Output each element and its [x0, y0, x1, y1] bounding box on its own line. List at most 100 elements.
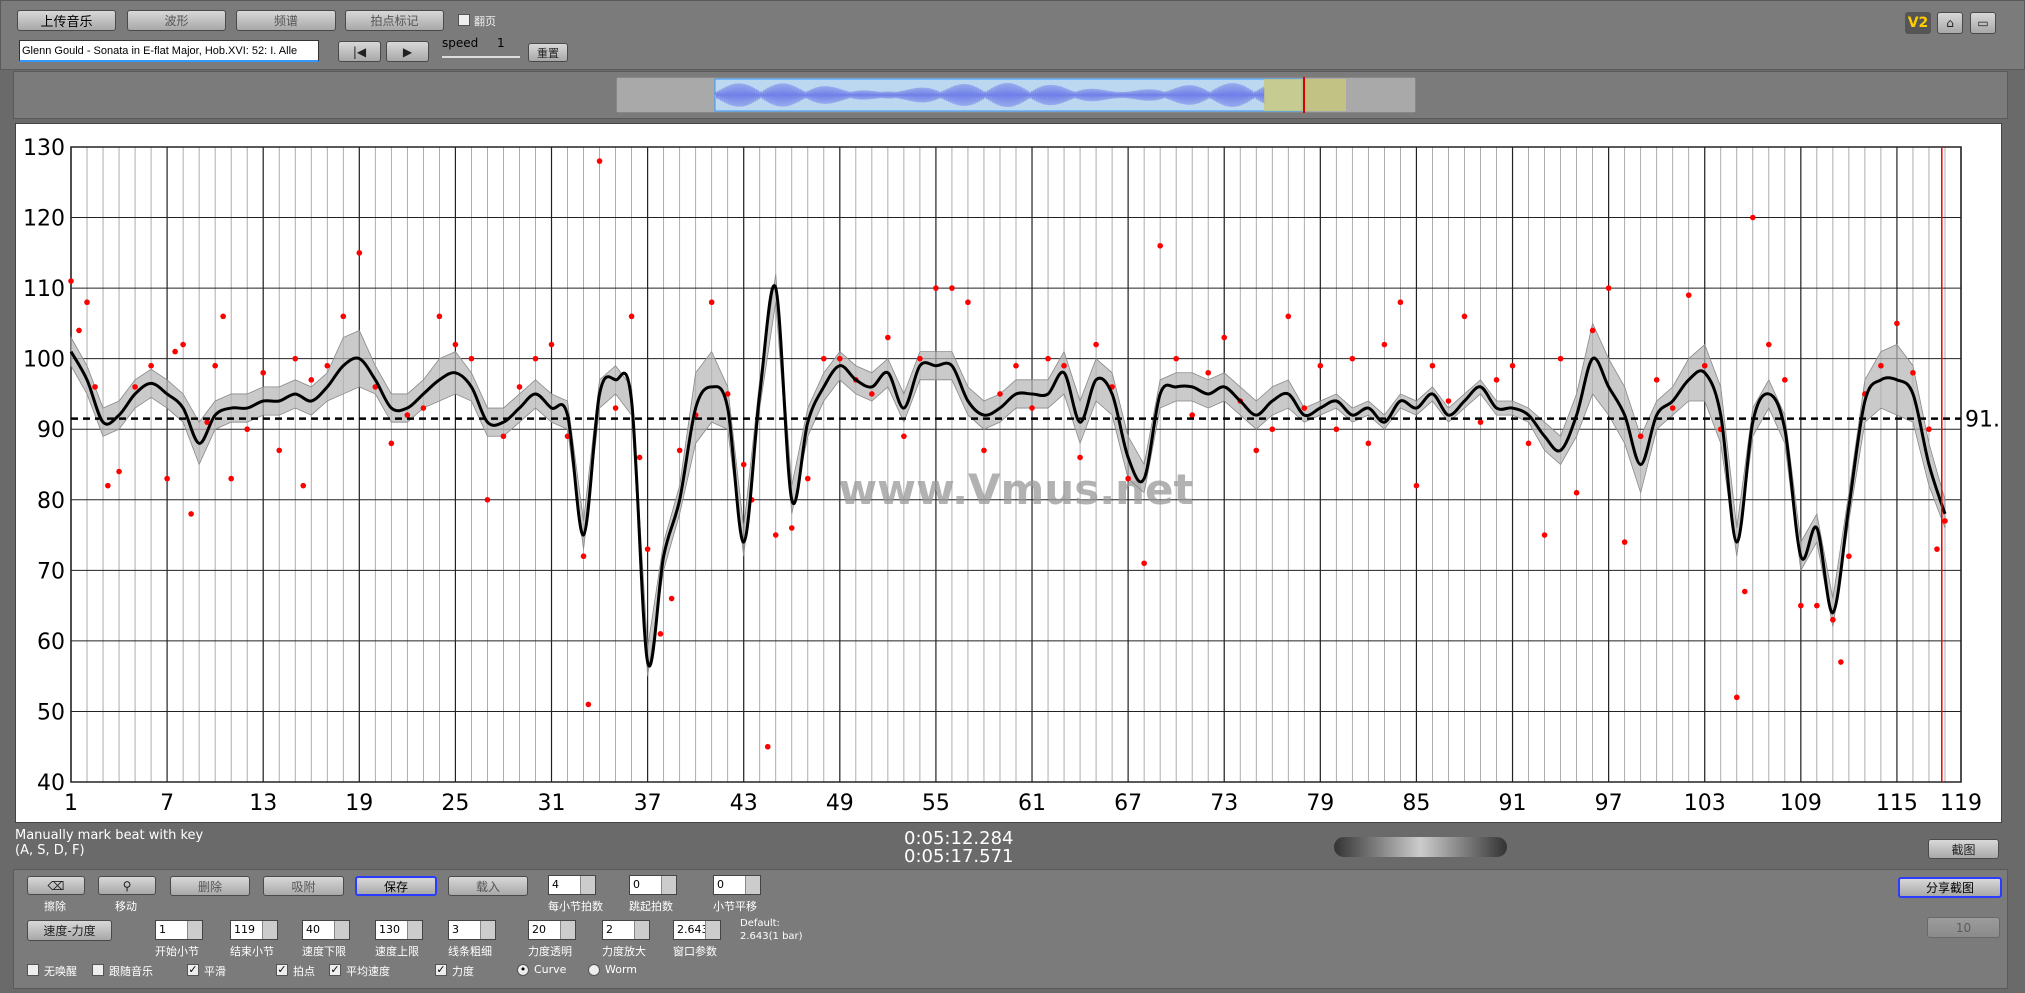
spinner[interactable]: 119 — [230, 920, 278, 940]
spinner[interactable]: 130 — [375, 920, 423, 940]
beat-point — [1381, 341, 1388, 348]
waveform[interactable] — [616, 77, 1416, 113]
checkbox[interactable]: ✓ — [187, 963, 199, 976]
plot-frame — [70, 146, 1962, 783]
spinner[interactable]: 40 — [302, 920, 350, 940]
page-checkbox[interactable] — [458, 14, 470, 26]
beat-point — [1429, 362, 1436, 369]
toolbar-button[interactable]: 频谱 — [236, 10, 336, 31]
beat-point — [1317, 362, 1324, 369]
prev-button[interactable]: |◀ — [338, 41, 381, 62]
confidence-band — [70, 273, 1946, 677]
beat-point — [548, 341, 555, 348]
x-tick-label: 1 — [64, 791, 78, 816]
y-tick-label: 70 — [37, 559, 65, 584]
beat-point — [188, 511, 194, 517]
beat-point — [1493, 377, 1500, 383]
x-tick-label: 79 — [1306, 791, 1334, 816]
top-bar — [0, 0, 2025, 70]
speed-label: speed — [442, 36, 479, 50]
spinner[interactable]: 2 — [602, 920, 650, 940]
radio[interactable]: • — [517, 964, 529, 976]
beat-point — [917, 355, 923, 362]
y-tick-label: 110 — [23, 277, 65, 302]
spinner[interactable]: 20 — [528, 920, 576, 940]
beat-point — [1653, 377, 1660, 383]
x-tick-label: 55 — [922, 791, 950, 816]
x-tick-label: 43 — [730, 791, 758, 816]
time-current: 0:05:12.284 — [904, 828, 1014, 849]
action-button[interactable]: 删除 — [170, 876, 250, 896]
spinner[interactable]: 4 — [548, 875, 596, 895]
beat-point — [1942, 518, 1948, 524]
beat-point — [1365, 440, 1372, 447]
toolbar-button[interactable]: 上传音乐 — [17, 10, 116, 31]
action-button[interactable]: 吸附 — [263, 876, 344, 896]
beat-point — [420, 405, 427, 411]
spinner-label: 每小节拍数 — [548, 900, 603, 913]
toolbar-button[interactable]: 波形 — [127, 10, 226, 31]
home-icon[interactable]: ⌂ — [1937, 12, 1963, 34]
spinner[interactable]: 1 — [155, 920, 203, 940]
beat-point — [1413, 482, 1420, 489]
beat-point — [1798, 602, 1804, 609]
file-field[interactable] — [19, 40, 319, 62]
beat-point — [1934, 546, 1940, 552]
beat-point — [1269, 426, 1276, 433]
checkbox[interactable]: ✓ — [329, 963, 341, 976]
beat-point — [1349, 355, 1356, 362]
chart: 40 50 60 70 80 90 100 110 120 130 1 7 13 19 25 31 37 43 49… — [15, 123, 2002, 823]
beat-point — [1013, 362, 1019, 369]
beat-point — [901, 433, 907, 440]
beat-point — [965, 299, 971, 306]
beat-point — [372, 384, 379, 390]
beat-point — [1557, 355, 1564, 362]
reset-button[interactable]: 重置 — [528, 43, 568, 62]
screenshot-button[interactable]: 截图 — [1928, 839, 1999, 859]
spinner-label: 小节平移 — [713, 900, 757, 913]
beat-point — [1669, 405, 1676, 411]
radio[interactable] — [588, 964, 600, 976]
play-button[interactable]: ▶ — [386, 41, 429, 62]
beat-point — [585, 701, 592, 708]
beat-point — [628, 313, 635, 320]
speed-slider[interactable] — [442, 56, 520, 58]
tool-button[interactable]: ⚲ — [98, 876, 156, 895]
mode-button[interactable]: 速度-力度 — [27, 920, 112, 941]
beat-point — [1838, 659, 1844, 665]
action-button[interactable]: 载入 — [448, 876, 528, 896]
tool-button[interactable]: ⌫ — [27, 876, 85, 895]
checkbox[interactable] — [27, 964, 39, 976]
beat-point — [740, 461, 747, 468]
checkbox-label: 力度 — [452, 965, 474, 978]
spinner[interactable]: 0 — [629, 875, 677, 895]
version-badge[interactable]: V2 — [1905, 12, 1931, 34]
checkbox[interactable]: ✓ — [435, 963, 447, 976]
toolbar-button[interactable]: 拍点标记 — [345, 10, 444, 31]
x-tick-label: 61 — [1018, 791, 1046, 816]
spinner[interactable]: 2.643 — [673, 920, 721, 940]
share-button[interactable]: 分享截图 — [1898, 877, 2002, 898]
x-tick-label: 13 — [249, 791, 277, 816]
beat-point — [1285, 313, 1292, 320]
beat-point — [1910, 369, 1916, 376]
beat-point — [1525, 440, 1532, 447]
beat-point — [772, 532, 779, 538]
beat-point — [1621, 539, 1628, 545]
x-tick-label: 115 — [1876, 791, 1918, 816]
beat-point — [869, 391, 875, 397]
spinner[interactable]: 0 — [713, 875, 761, 895]
action-button[interactable]: 保存 — [355, 876, 437, 896]
beat-point — [1894, 320, 1900, 327]
wave-signal — [714, 83, 1266, 107]
jog-wheel[interactable] — [1334, 837, 1507, 857]
beat-point — [340, 313, 347, 320]
window-icon[interactable]: ▭ — [1970, 12, 1996, 34]
beat-point — [300, 482, 307, 489]
beat-point — [212, 362, 218, 369]
checkbox[interactable] — [92, 964, 104, 976]
spinner[interactable]: 3 — [448, 920, 496, 940]
mean-label: 91.5 — [1965, 408, 2002, 433]
beat-point — [484, 496, 491, 503]
checkbox[interactable]: ✓ — [276, 963, 288, 976]
